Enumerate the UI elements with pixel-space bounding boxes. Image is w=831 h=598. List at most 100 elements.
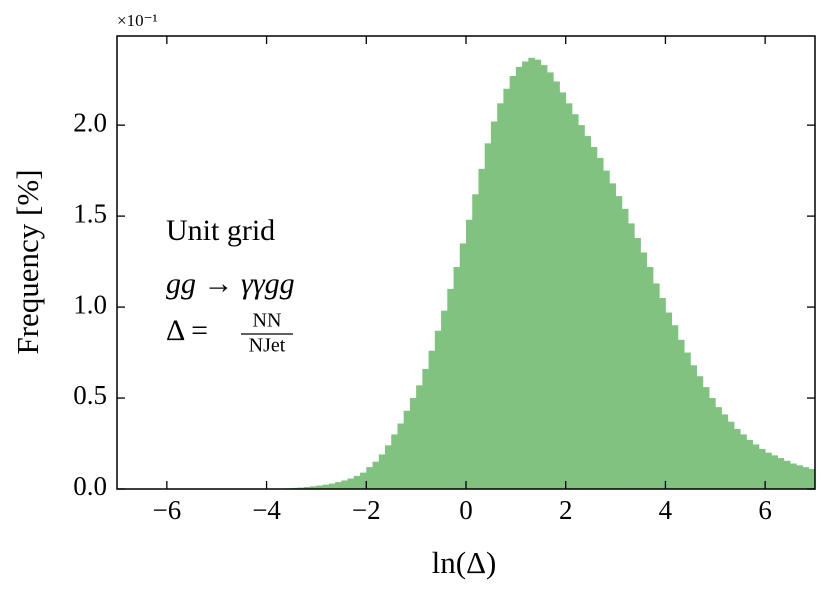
- bar: [459, 243, 467, 489]
- annotation: Δ =: [166, 314, 208, 347]
- annotation: gg → γγgg: [166, 267, 295, 300]
- bar: [503, 88, 511, 489]
- bar: [372, 461, 380, 489]
- bar: [758, 448, 766, 489]
- bar: [609, 183, 616, 489]
- bar: [534, 59, 542, 489]
- bar: [347, 478, 355, 489]
- bar: [522, 61, 529, 489]
- fraction-denominator: NJet: [249, 335, 286, 357]
- x-tick-label: 2: [559, 495, 573, 525]
- bar: [715, 407, 722, 489]
- bar: [384, 445, 392, 489]
- bar: [472, 194, 479, 490]
- bar: [441, 310, 448, 489]
- bar: [497, 103, 504, 489]
- bar: [796, 465, 803, 489]
- bar: [752, 444, 760, 489]
- bar: [684, 352, 691, 489]
- y-offset-label: ×10⁻¹: [117, 11, 158, 30]
- x-axis-label: ln(Δ): [432, 545, 497, 580]
- fraction-numerator: NN: [253, 310, 282, 332]
- bar: [584, 136, 592, 489]
- y-tick-label: 1.5: [73, 198, 107, 228]
- bar: [733, 428, 741, 489]
- y-tick-label: 0.5: [73, 380, 107, 410]
- bar: [509, 76, 517, 489]
- bar: [540, 65, 548, 490]
- bar: [378, 454, 386, 489]
- bar: [621, 208, 629, 489]
- x-tick-label: −6: [152, 495, 181, 525]
- bar: [547, 72, 554, 489]
- bar: [484, 143, 492, 490]
- bars: [266, 57, 816, 490]
- bar: [696, 376, 704, 489]
- bar: [665, 312, 673, 489]
- bar: [646, 267, 654, 489]
- bar: [640, 252, 648, 489]
- bar: [802, 467, 810, 489]
- annotation: Unit grid: [166, 214, 275, 247]
- x-tick-label: 4: [659, 495, 673, 525]
- bar: [652, 283, 660, 489]
- bar: [771, 455, 779, 489]
- bar: [403, 410, 411, 489]
- x-tick-label: 0: [459, 495, 473, 525]
- y-tick-label: 1.0: [73, 289, 107, 319]
- bar: [316, 485, 324, 489]
- bar: [746, 439, 754, 489]
- bar: [628, 223, 635, 489]
- bar: [422, 368, 430, 489]
- bar: [559, 92, 567, 490]
- bar: [783, 460, 791, 489]
- bar: [466, 219, 473, 489]
- bar: [447, 288, 454, 489]
- bar: [328, 483, 336, 489]
- bar: [303, 486, 311, 489]
- bar: [409, 398, 417, 489]
- bar: [553, 81, 560, 489]
- bar: [590, 146, 598, 490]
- bar: [341, 480, 348, 489]
- bar: [777, 458, 785, 489]
- bar: [659, 297, 666, 489]
- bar: [690, 365, 697, 489]
- bar: [721, 414, 729, 489]
- plot-frame: [116, 35, 816, 490]
- bar: [434, 330, 442, 489]
- bar: [397, 423, 405, 489]
- y-axis-label: Frequency [%]: [10, 169, 45, 354]
- bar: [335, 482, 342, 489]
- bar: [603, 170, 610, 489]
- bar: [709, 398, 716, 489]
- bar: [765, 452, 772, 489]
- x-tick-label: 6: [758, 495, 772, 525]
- bar: [571, 114, 579, 489]
- bar: [702, 387, 710, 489]
- y-tick-label: 2.0: [73, 107, 107, 137]
- axes: −6 −4 −2 0 2 4 6 0.0 0.5 1.0 1.5 2.0: [73, 36, 815, 525]
- bar: [428, 350, 436, 489]
- bar: [360, 472, 367, 489]
- bar: [727, 421, 735, 489]
- bar: [671, 325, 679, 489]
- bar: [478, 168, 486, 489]
- bar: [366, 467, 373, 489]
- bar: [634, 237, 641, 489]
- x-tick-label: −4: [252, 495, 281, 525]
- bar: [596, 157, 604, 489]
- bar: [578, 125, 585, 489]
- bar: [528, 57, 535, 489]
- bar: [790, 463, 797, 489]
- bar: [677, 339, 685, 489]
- y-tick-label: 0.0: [73, 471, 107, 501]
- bar: [391, 434, 398, 489]
- bar: [310, 486, 317, 489]
- bar: [353, 475, 361, 489]
- bar: [453, 267, 461, 489]
- bar: [808, 468, 816, 489]
- bar: [322, 484, 330, 489]
- x-tick-label: −2: [352, 495, 381, 525]
